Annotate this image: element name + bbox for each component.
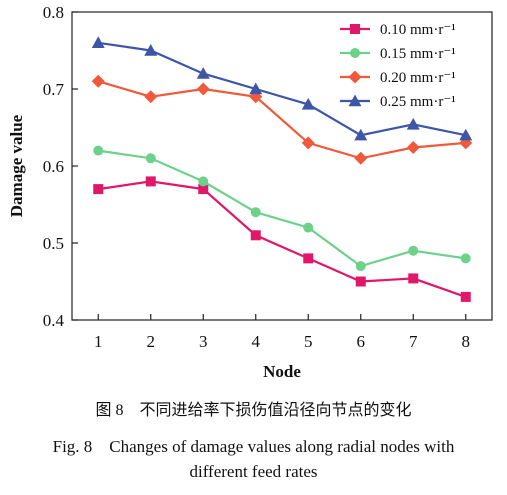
data-point-series-1 — [145, 176, 156, 187]
line-chart: 0.4 0.5 0.6 0.7 0.8 1 2 3 4 5 6 7 8 Node Damage value 0… — [7, 3, 493, 381]
data-point-series-4 — [91, 36, 105, 48]
data-point-series-4 — [459, 128, 473, 141]
data-point-series-2 — [145, 153, 156, 164]
legend-label: 0.25 mm·r⁻¹ — [380, 94, 456, 110]
series-line-4 — [98, 41, 466, 137]
legend-marker — [348, 70, 362, 84]
x-axis-title: Node — [263, 362, 301, 381]
y-tick-label: 0.5 — [43, 234, 64, 253]
data-point-series-2 — [93, 145, 104, 156]
x-tick-label: 6 — [357, 332, 366, 351]
y-tick-label: 0.4 — [43, 311, 65, 330]
data-point-series-3 — [91, 74, 105, 88]
figure-caption-english-line2: different feed rates — [189, 462, 318, 481]
data-point-series-4 — [144, 44, 158, 56]
y-axis-title: Damage value — [7, 114, 26, 217]
data-point-series-3 — [406, 141, 420, 155]
data-point-series-2 — [250, 207, 261, 218]
x-tick-label: 1 — [94, 332, 103, 351]
data-point-series-3 — [301, 136, 315, 150]
data-point-series-1 — [355, 276, 366, 287]
data-point-series-1 — [460, 291, 471, 302]
y-tick-label: 0.6 — [43, 157, 64, 176]
x-tick-label: 2 — [147, 332, 156, 351]
data-point-series-2 — [303, 222, 314, 233]
data-point-series-4 — [196, 67, 210, 79]
y-tick-label: 0.8 — [43, 3, 64, 22]
data-point-series-3 — [196, 82, 210, 96]
x-tick-label: 5 — [304, 332, 313, 351]
data-point-series-1 — [198, 184, 209, 195]
figure-caption-english-line1: Fig. 8 Changes of damage values along ra… — [52, 437, 455, 456]
x-tick-label: 8 — [462, 332, 471, 351]
legend-label: 0.10 mm·r⁻¹ — [380, 22, 456, 38]
data-point-series-4 — [249, 82, 263, 95]
data-point-series-3 — [144, 90, 158, 104]
data-point-series-1 — [303, 253, 314, 264]
x-tick-label: 3 — [199, 332, 208, 351]
data-point-series-2 — [355, 261, 366, 272]
series-line-3 — [97, 80, 466, 160]
data-point-series-2 — [460, 253, 471, 264]
legend-label: 0.20 mm·r⁻¹ — [380, 70, 456, 86]
legend-marker — [350, 48, 360, 58]
data-point-series-1 — [250, 230, 261, 241]
data-point-series-1 — [93, 184, 104, 195]
data-point-series-2 — [408, 245, 419, 256]
data-point-series-4 — [301, 97, 315, 110]
series-line-2 — [98, 149, 466, 268]
data-point-series-4 — [354, 128, 368, 141]
legend-label: 0.15 mm·r⁻¹ — [380, 46, 456, 62]
data-point-series-2 — [198, 176, 209, 187]
data-point-series-1 — [408, 273, 419, 284]
data-point-series-3 — [354, 151, 368, 165]
x-tick-label: 7 — [409, 332, 418, 351]
figure-caption-chinese: 图 8 不同进给率下损伤值沿径向节点的变化 — [95, 402, 412, 419]
legend-marker — [348, 94, 362, 107]
legend-marker — [350, 24, 360, 34]
series-line-1 — [98, 180, 467, 298]
data-point-series-4 — [406, 117, 420, 130]
x-tick-label: 4 — [252, 332, 261, 351]
y-tick-label: 0.7 — [43, 80, 65, 99]
